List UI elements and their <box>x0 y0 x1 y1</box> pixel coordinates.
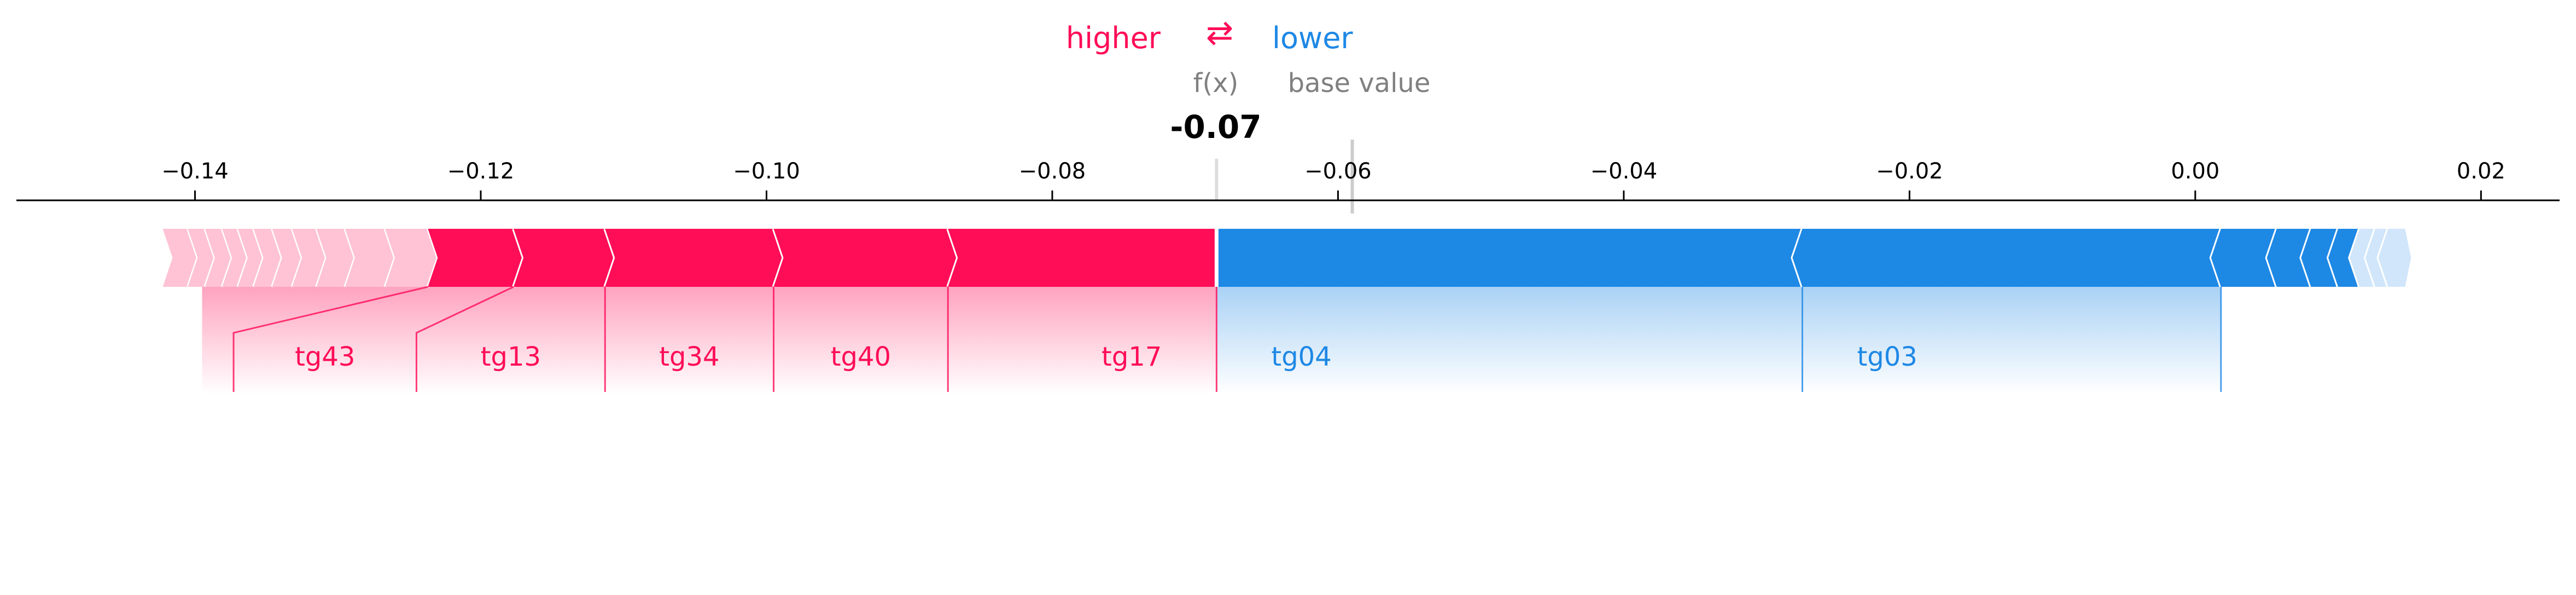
negative-force-segment <box>2266 229 2311 287</box>
positive-force-segment <box>162 229 198 287</box>
negative-force-segment <box>2328 229 2360 287</box>
positive-force-segment <box>205 229 232 287</box>
force-bars <box>162 228 2411 287</box>
segment-separator <box>2326 228 2340 287</box>
x-tick-label: 0.02 <box>2457 159 2505 184</box>
positive-label-connector <box>232 286 428 392</box>
x-tick-label: −0.04 <box>1590 159 1658 184</box>
positive-force-segment <box>316 229 355 287</box>
negative-force-segment <box>2211 229 2277 287</box>
legend-lower: lower <box>1272 21 1353 55</box>
segment-separator <box>271 228 284 287</box>
negative-force-segment <box>1216 229 1803 287</box>
segment-separator <box>2265 228 2278 287</box>
swap-arrow-top: ⇄ <box>1206 14 1233 52</box>
positive-label-connector <box>415 286 514 392</box>
negative-force-segment <box>2378 229 2411 287</box>
x-tick-label: 0.00 <box>2171 159 2219 184</box>
segment-separator <box>187 228 200 287</box>
negative-label-zone <box>1216 287 2221 394</box>
negative-force-segment <box>1792 229 2221 287</box>
positive-force-segment <box>948 229 1217 287</box>
positive-force-segment <box>253 229 282 287</box>
positive-force-segment <box>292 229 327 287</box>
segment-separator <box>512 228 526 287</box>
positive-force-segment <box>428 229 524 287</box>
segment-separator <box>2209 228 2223 287</box>
fx-value: -0.07 <box>1170 108 1261 146</box>
positive-feature-label: tg17 <box>1101 342 1162 372</box>
x-tick-label: −0.10 <box>733 159 800 184</box>
negative-force-segment <box>2301 229 2339 287</box>
legend-higher: higher <box>1066 21 1161 55</box>
x-tick-label: −0.14 <box>161 159 229 184</box>
positive-force-segment <box>605 229 784 287</box>
positive-label-zone <box>202 287 1217 394</box>
swap-arrows-icon: ⇄ <box>1206 14 1233 52</box>
positive-force-segment <box>272 229 302 287</box>
segment-separator <box>203 228 217 287</box>
positive-force-segment <box>188 229 215 287</box>
positive-feature-label: tg43 <box>295 342 355 372</box>
x-tick-label: −0.02 <box>1876 159 1943 184</box>
x-tick-label: −0.06 <box>1304 159 1372 184</box>
positive-force-segment <box>222 229 248 287</box>
positive-feature-label: tg40 <box>831 342 891 372</box>
negative-feature-label: tg04 <box>1271 342 1331 372</box>
positive-force-segment <box>514 229 615 287</box>
base-value-label: base value <box>1288 68 1431 99</box>
x-axis-ticks: −0.14 −0.12 −0.10 −0.08 −0.06 −0.04 −0.02 0.00 0… <box>161 159 2505 200</box>
positive-feature-label: tg13 <box>481 342 541 372</box>
negative-feature-label: tg03 <box>1857 342 1917 372</box>
x-tick-label: −0.12 <box>447 159 515 184</box>
segment-separator <box>290 228 304 287</box>
positive-force-segment <box>773 229 958 287</box>
label-zones <box>202 287 2221 394</box>
feature-labels: tg17 tg40 tg34 tg13 tg43 tg04 tg03 <box>232 286 2222 392</box>
fx-label: f(x) <box>1193 68 1239 99</box>
segment-separator <box>603 228 617 287</box>
positive-feature-label: tg34 <box>659 342 719 372</box>
positive-force-segment <box>345 229 395 287</box>
x-tick-label: −0.08 <box>1019 159 1086 184</box>
positive-force-segment <box>237 229 264 287</box>
segment-separator <box>772 228 785 287</box>
positive-force-segment <box>384 229 438 287</box>
